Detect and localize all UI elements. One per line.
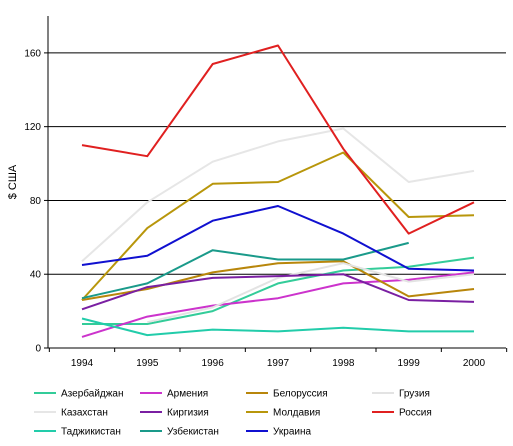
legend-label: Азербайджан (61, 388, 124, 400)
legend-item: Казахстан (34, 408, 108, 419)
x-tick-label: 1998 (332, 358, 355, 369)
series-line-2 (81, 271, 475, 338)
series-line-7 (81, 151, 475, 301)
axes (47, 16, 506, 349)
legend: Азербайджан Армения Белоруссия Грузия Казахс… (34, 388, 432, 438)
series-line-9 (81, 317, 474, 337)
y-axis-label: $ США (7, 164, 19, 199)
legend-item: Узбекистан (140, 426, 219, 438)
series-lines (81, 44, 475, 338)
series-line-5 (81, 127, 475, 263)
legend-item: Белоруссия (246, 389, 328, 400)
legend-item: Азербайджан (34, 388, 124, 400)
x-tick-label: 1999 (398, 358, 421, 369)
series-line-8 (81, 44, 475, 235)
series-line-4 (147, 262, 475, 324)
series-line-6 (81, 273, 475, 311)
legend-item: Киргизия (140, 408, 209, 419)
y-tick-label: 160 (24, 48, 41, 59)
legend-label: Киргизия (167, 408, 209, 419)
legend-label: Россия (399, 408, 432, 419)
legend-item: Россия (372, 408, 432, 419)
grid-lines (48, 52, 506, 275)
legend-label: Украина (273, 427, 312, 438)
legend-label: Грузия (399, 389, 430, 400)
y-tick-label: 0 (35, 344, 41, 355)
legend-label: Молдавия (273, 408, 320, 419)
y-tick-label: 40 (30, 270, 42, 281)
series-line-1 (82, 256, 475, 325)
x-tick-labels: 1994 1995 1996 1997 1998 1999 2000 (48, 348, 508, 369)
x-tick-label: 1994 (71, 358, 94, 369)
x-tick-label: 1995 (136, 358, 159, 369)
series-line-3 (81, 260, 475, 301)
legend-label: Таджикистан (61, 427, 121, 438)
legend-item: Армения (140, 389, 208, 400)
legend-item: Таджикистан (34, 427, 121, 438)
y-tick-label: 80 (30, 196, 42, 207)
legend-label: Белоруссия (273, 389, 328, 400)
legend-label: Узбекистан (167, 426, 219, 438)
x-tick-label: 1996 (202, 358, 225, 369)
legend-item: Грузия (372, 389, 430, 400)
series-line-11 (81, 205, 475, 272)
x-tick-label: 1997 (267, 358, 290, 369)
legend-item: Украина (246, 427, 312, 438)
legend-item: Молдавия (246, 408, 320, 419)
y-tick-labels: 0 40 80 120 160 (24, 48, 48, 355)
legend-label: Казахстан (61, 408, 108, 419)
x-tick-label: 2000 (463, 358, 486, 369)
y-tick-label: 120 (24, 122, 41, 133)
series-line-10 (81, 241, 409, 300)
legend-label: Армения (167, 389, 208, 400)
